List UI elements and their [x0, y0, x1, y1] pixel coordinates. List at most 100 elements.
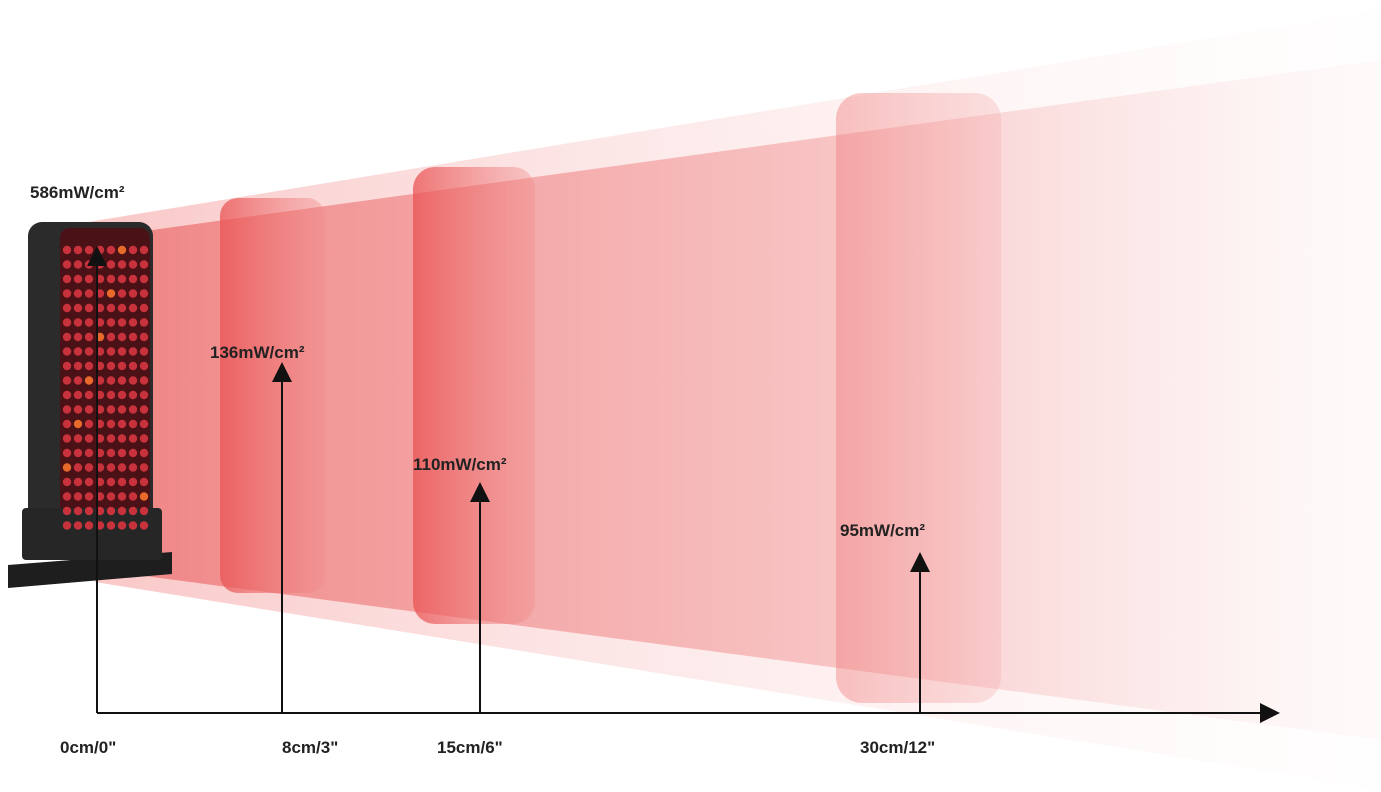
led: [73, 318, 83, 327]
device-front: [60, 228, 150, 552]
led: [128, 245, 138, 255]
led: [139, 419, 149, 429]
led: [73, 419, 83, 429]
led: [106, 289, 116, 298]
led: [139, 332, 149, 342]
led: [139, 303, 149, 313]
led: [128, 260, 138, 269]
led: [62, 303, 72, 313]
led: [128, 289, 138, 298]
led: [117, 448, 127, 458]
led: [84, 274, 94, 284]
led: [62, 376, 72, 385]
led: [73, 303, 83, 313]
led: [73, 492, 83, 501]
led: [128, 347, 138, 356]
led: [128, 492, 138, 501]
led: [117, 332, 127, 342]
led: [84, 492, 94, 501]
led: [117, 405, 127, 414]
led: [117, 303, 127, 313]
led: [128, 419, 138, 429]
panel-15cm: [413, 167, 535, 624]
led: [128, 274, 138, 284]
led: [117, 376, 127, 385]
distance-label: 8cm/3": [282, 738, 338, 757]
led: [73, 390, 83, 400]
led: [106, 376, 116, 385]
led: [62, 463, 72, 472]
led: [106, 521, 116, 530]
irradiance-label: 95mW/cm²: [840, 521, 925, 540]
led: [73, 245, 83, 255]
led: [62, 477, 72, 487]
led: [73, 448, 83, 458]
irradiance-label: 136mW/cm²: [210, 343, 305, 362]
led: [62, 390, 72, 400]
irradiance-label: 110mW/cm²: [413, 455, 507, 474]
led: [84, 477, 94, 487]
beam-inner: [80, 60, 1381, 740]
led: [84, 318, 94, 327]
led: [117, 506, 127, 516]
led: [106, 419, 116, 429]
led: [84, 347, 94, 356]
led: [106, 448, 116, 458]
led: [128, 332, 138, 342]
stand-clip: [22, 508, 162, 560]
led: [139, 492, 149, 501]
device: [8, 222, 172, 588]
led: [84, 419, 94, 429]
led: [84, 390, 94, 400]
led: [139, 521, 149, 530]
led: [139, 376, 149, 385]
led: [62, 419, 72, 429]
led: [84, 376, 94, 385]
led: [62, 434, 72, 443]
led: [117, 419, 127, 429]
led: [106, 405, 116, 414]
led: [62, 318, 72, 327]
led: [73, 477, 83, 487]
led: [117, 318, 127, 327]
led: [139, 390, 149, 400]
led: [117, 477, 127, 487]
led: [117, 289, 127, 298]
led: [106, 347, 116, 356]
led: [139, 245, 149, 255]
led: [139, 448, 149, 458]
led: [117, 463, 127, 472]
led: [128, 477, 138, 487]
led: [117, 347, 127, 356]
led: [139, 274, 149, 284]
led: [106, 492, 116, 501]
led: [62, 521, 72, 530]
led: [128, 521, 138, 530]
led: [106, 390, 116, 400]
led: [84, 332, 94, 342]
led: [84, 245, 94, 255]
led: [117, 434, 127, 443]
led: [139, 260, 149, 269]
led: [128, 463, 138, 472]
led: [117, 390, 127, 400]
led: [106, 463, 116, 472]
led: [106, 506, 116, 516]
led: [106, 434, 116, 443]
led: [128, 318, 138, 327]
led: [106, 245, 116, 255]
led: [73, 260, 83, 269]
led: [62, 506, 72, 516]
led: [128, 506, 138, 516]
distance-label: 15cm/6": [437, 738, 503, 757]
led: [106, 477, 116, 487]
led: [73, 332, 83, 342]
led: [106, 361, 116, 371]
led: [84, 303, 94, 313]
led: [73, 361, 83, 371]
led: [62, 332, 72, 342]
led: [139, 318, 149, 327]
led: [73, 274, 83, 284]
led: [139, 405, 149, 414]
panel-30cm: [836, 93, 1001, 703]
